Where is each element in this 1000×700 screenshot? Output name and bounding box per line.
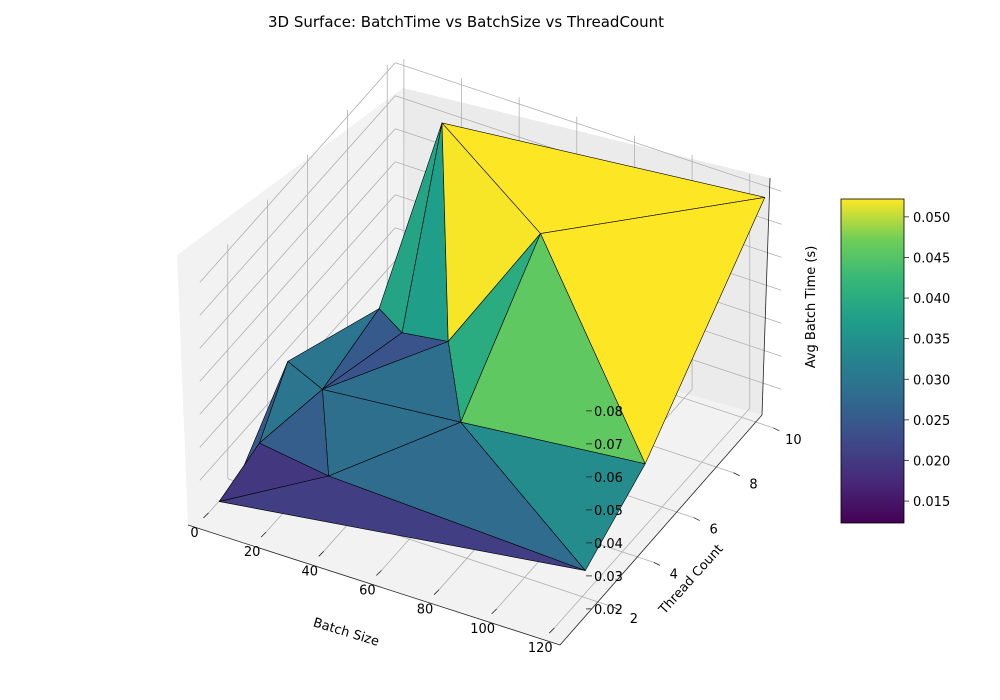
x-tick-label: 80 xyxy=(417,603,434,618)
x-tick-mark xyxy=(433,589,440,595)
colorbar-tick-label: 0.045 xyxy=(913,251,950,266)
y-tick-mark xyxy=(773,427,780,432)
y-axis-label: Thread Count xyxy=(656,542,727,618)
z-tick-label: 0.07 xyxy=(594,438,623,453)
x-tick-label: 60 xyxy=(359,583,376,598)
colorbar-tick-label: 0.040 xyxy=(913,292,950,307)
x-tick-mark xyxy=(491,608,497,615)
x-tick-mark xyxy=(549,627,555,634)
y-tick-label: 6 xyxy=(710,523,718,538)
colorbar: 0.015 0.020 0.025 0.030 0.035 0.040 0.045 0.050 xyxy=(840,198,950,524)
y-tick-label: 2 xyxy=(630,612,638,627)
z-tick-label: 0.02 xyxy=(594,603,623,618)
grid-line-z-side xyxy=(199,95,396,316)
y-ticks: 2 4 6 8 10 xyxy=(613,427,802,627)
x-axis-label: Batch Size xyxy=(311,616,381,650)
z-tick-label: 0.04 xyxy=(594,537,623,552)
colorbar-ticks: 0.015 0.020 0.025 0.030 0.035 0.040 0.045 0.050 xyxy=(904,211,950,510)
x-tick-label: 100 xyxy=(470,622,495,637)
z-tick-label: 0.05 xyxy=(594,504,623,519)
y-tick-label: 8 xyxy=(749,478,757,493)
colorbar-tick-label: 0.025 xyxy=(913,414,950,429)
y-tick-mark xyxy=(613,606,621,611)
axis-lines xyxy=(187,177,771,646)
y-tick-mark xyxy=(733,472,740,477)
chart-title: 3D Surface: BatchTime vs BatchSize vs Th… xyxy=(268,13,664,31)
colorbar-tick-label: 0.015 xyxy=(913,495,950,510)
z-axis-label: Avg Batch Time (s) xyxy=(804,246,819,369)
y-axis-line xyxy=(559,414,763,646)
x-tick-label: 40 xyxy=(301,564,318,579)
z-axis-line xyxy=(761,177,771,416)
grid-line-z-side xyxy=(199,128,396,349)
surface-mesh xyxy=(219,122,766,571)
grid-line-z-side xyxy=(199,62,396,283)
colorbar-tick-label: 0.035 xyxy=(913,333,950,348)
x-tick-label: 0 xyxy=(190,526,198,541)
y-tick-label: 4 xyxy=(670,567,678,582)
colorbar-tick-label: 0.030 xyxy=(913,373,950,388)
x-tick-mark xyxy=(318,551,325,557)
grid-line-z-side xyxy=(199,227,396,448)
x-axis-line xyxy=(187,524,561,646)
grid-line-z-side xyxy=(199,194,396,415)
grid-line-z-back xyxy=(395,62,782,192)
x-tick-mark xyxy=(376,570,382,576)
left-wall-pane xyxy=(177,88,410,525)
grid-line-x-floor xyxy=(554,408,751,629)
x-tick-mark xyxy=(260,531,267,538)
y-tick-mark xyxy=(693,517,700,521)
colorbar-tick-label: 0.020 xyxy=(913,454,950,469)
colorbar-tick-label: 0.050 xyxy=(913,211,950,226)
x-tick-mark xyxy=(203,512,209,519)
z-tick-label: 0.06 xyxy=(594,471,623,486)
x-ticks: 0 20 40 60 80 100 120 xyxy=(190,512,555,656)
z-tick-label: 0.03 xyxy=(594,570,623,585)
z-tick-label: 0.08 xyxy=(594,405,623,420)
colorbar-gradient xyxy=(840,198,905,524)
y-tick-label: 10 xyxy=(785,433,802,448)
x-tick-label: 120 xyxy=(528,641,553,656)
y-tick-mark xyxy=(653,562,660,566)
x-tick-label: 20 xyxy=(244,545,261,560)
z-ticks: 0.02 0.03 0.04 0.05 0.06 0.07 0.08 xyxy=(586,405,623,618)
surface-triangle xyxy=(219,475,586,571)
grid-line-z-side xyxy=(199,161,396,382)
